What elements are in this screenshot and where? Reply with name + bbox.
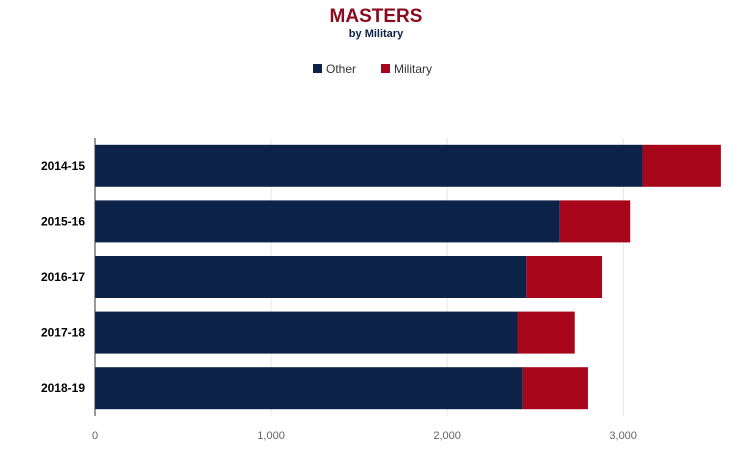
category-label-2014-15: 2014-15 <box>41 159 85 173</box>
legend: Other Military <box>313 62 432 76</box>
legend-label-military: Military <box>394 62 432 76</box>
x-tick-labels: 0 1,000 2,000 3,000 <box>92 430 637 442</box>
legend-swatch-military <box>381 64 390 73</box>
legend-item-military[interactable]: Military <box>381 62 432 76</box>
bar-other-2017-18[interactable] <box>95 311 518 354</box>
legend-item-other[interactable]: Other <box>313 62 356 76</box>
category-labels: 2014-15 2015-16 2016-17 2017-18 2018-19 <box>41 159 85 395</box>
category-label-2016-17: 2016-17 <box>41 270 85 284</box>
bar-military-2015-16[interactable] <box>559 200 631 243</box>
bar-military-2017-18[interactable] <box>517 311 575 354</box>
bar-military-2014-15[interactable] <box>642 144 721 187</box>
chart-title: MASTERS <box>330 6 423 27</box>
x-tick-label-0: 0 <box>92 430 98 442</box>
chart-subtitle: by Military <box>349 28 404 40</box>
category-label-2015-16: 2015-16 <box>41 214 85 228</box>
category-label-2017-18: 2017-18 <box>41 326 85 340</box>
bar-military-2016-17[interactable] <box>526 256 603 298</box>
x-tick-label-1000: 1,000 <box>257 430 285 442</box>
bar-other-2014-15[interactable] <box>95 144 643 187</box>
legend-swatch-other <box>313 64 322 73</box>
bar-other-2016-17[interactable] <box>95 256 527 298</box>
bar-other-2015-16[interactable] <box>95 200 560 243</box>
category-label-2018-19: 2018-19 <box>41 381 85 395</box>
legend-label-other: Other <box>326 62 356 76</box>
bars <box>95 144 721 410</box>
bar-other-2018-19[interactable] <box>95 367 523 410</box>
x-tick-label-2000: 2,000 <box>433 430 461 442</box>
bar-military-2018-19[interactable] <box>522 367 588 410</box>
x-tick-label-3000: 3,000 <box>609 430 637 442</box>
